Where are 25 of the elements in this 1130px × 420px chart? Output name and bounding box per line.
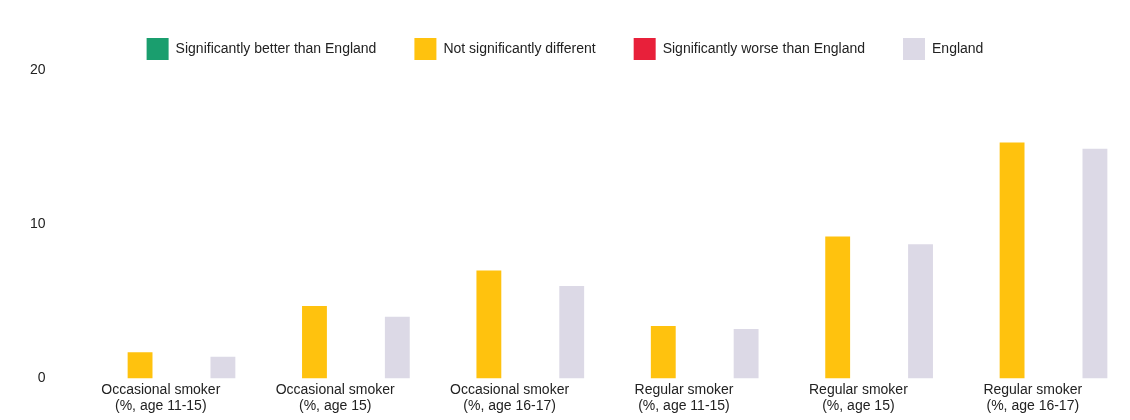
x-tick-label: Occasional smoker (%, age 16-17) — [450, 380, 570, 414]
legend-label: Significantly better than England — [175, 39, 377, 56]
bar — [908, 244, 933, 379]
x-tick-label: Regular smoker (%, age 15) — [808, 380, 909, 414]
legend-label: England — [932, 39, 984, 56]
bar — [210, 356, 236, 379]
legend-label: Not significantly different — [443, 39, 596, 56]
x-tick-label: Occasional smoker (%, age 15) — [275, 380, 396, 414]
bar — [825, 236, 851, 379]
bar — [650, 325, 676, 379]
x-tick-label: Regular smoker (%, age 11-15) — [634, 380, 734, 414]
y-tick-label: 0 — [37, 369, 46, 386]
bar — [1082, 148, 1108, 379]
x-tick-label: Occasional smoker (%, age 11-15) — [101, 380, 221, 414]
x-tick-label: Regular smoker (%, age 16-17) — [983, 380, 1083, 414]
bar — [733, 329, 759, 379]
y-tick-label: 10 — [29, 215, 46, 232]
bar — [302, 305, 327, 379]
y-tick-label: 20 — [29, 60, 46, 77]
bar — [559, 285, 585, 379]
bar — [127, 352, 153, 379]
bar — [999, 142, 1025, 379]
bar — [476, 270, 502, 379]
legend-label: Significantly worse than England — [662, 39, 866, 56]
bar — [384, 316, 410, 379]
